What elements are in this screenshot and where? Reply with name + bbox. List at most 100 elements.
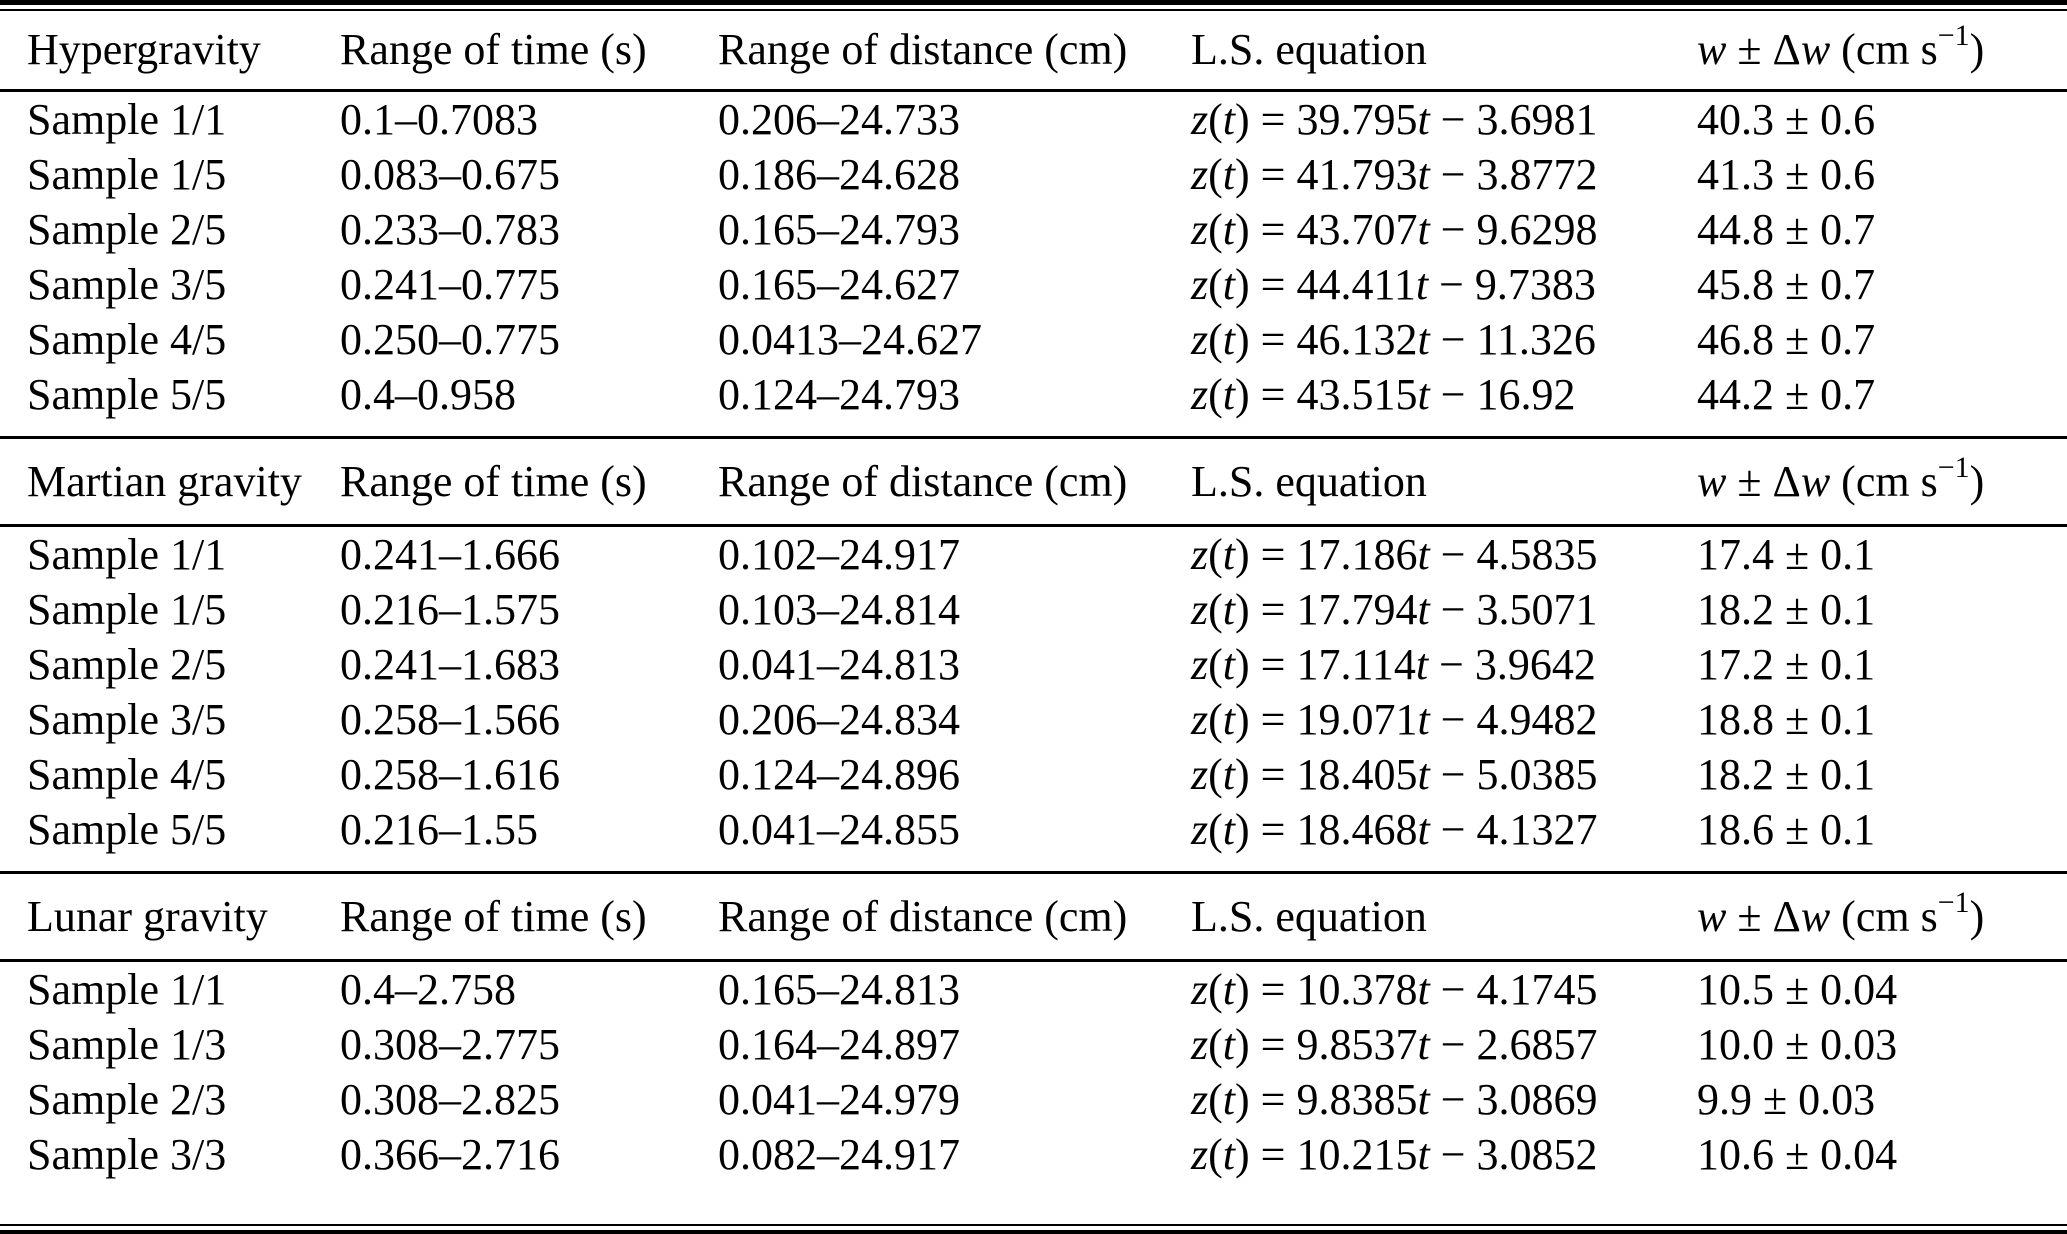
sample-cell: Sample 3/5 (27, 259, 227, 309)
sample-cell: Sample 1/3 (27, 1019, 227, 1069)
time-range-cell: 0.241–1.666 (340, 529, 560, 579)
distance-range-cell: 0.165–24.627 (718, 259, 960, 309)
section-title: Lunar gravity (0, 870, 340, 962)
sample-cell: Sample 1/5 (27, 149, 227, 199)
sample-cell: Sample 3/5 (27, 694, 227, 744)
bottom-rule (0, 1224, 2067, 1234)
equation-cell: z(t) = 9.8385t − 3.0869 (1191, 1074, 1598, 1124)
equation-cell: z(t) = 44.411t − 9.7383 (1191, 259, 1596, 309)
col-header-velocity: w ± Δw (cm s−1) (1697, 11, 2067, 92)
table-row: Sample 4/5 0.250–0.775 0.0413–24.627 z(t… (0, 312, 2067, 367)
velocity-cell: 18.2 ± 0.1 (1697, 749, 1876, 799)
distance-range-cell: 0.206–24.733 (718, 94, 960, 144)
table-row: Sample 1/3 0.308–2.775 0.164–24.897 z(t)… (0, 1017, 2067, 1072)
velocity-cell: 45.8 ± 0.7 (1697, 259, 1876, 309)
distance-range-cell: 0.041–24.813 (718, 639, 960, 689)
col-header-distance: Range of distance (cm) (718, 870, 1191, 962)
sample-cell: Sample 1/1 (27, 964, 227, 1014)
time-range-cell: 0.216–1.55 (340, 804, 538, 854)
table-row: Sample 3/5 0.241–0.775 0.165–24.627 z(t)… (0, 257, 2067, 312)
bottom-rule-inner (0, 1224, 2067, 1226)
velocity-cell: 9.9 ± 0.03 (1697, 1074, 1876, 1124)
sample-cell: Sample 3/3 (27, 1129, 227, 1179)
sample-cell: Sample 2/5 (27, 639, 227, 689)
table-row: Sample 3/3 0.366–2.716 0.082–24.917 z(t)… (0, 1127, 2067, 1187)
col-header-distance: Range of distance (cm) (718, 11, 1191, 92)
equation-cell: z(t) = 18.405t − 5.0385 (1191, 749, 1598, 799)
equation-cell: z(t) = 10.215t − 3.0852 (1191, 1129, 1598, 1179)
distance-range-cell: 0.206–24.834 (718, 694, 960, 744)
sample-cell: Sample 1/1 (27, 94, 227, 144)
distance-range-cell: 0.103–24.814 (718, 584, 960, 634)
time-range-cell: 0.308–2.825 (340, 1074, 560, 1124)
velocity-cell: 18.6 ± 0.1 (1697, 804, 1876, 854)
table-row: Sample 1/5 0.216–1.575 0.103–24.814 z(t)… (0, 582, 2067, 637)
section-header-row: Martian gravity Range of time (s) Range … (0, 435, 2067, 527)
equation-cell: z(t) = 19.071t − 4.9482 (1191, 694, 1598, 744)
distance-range-cell: 0.0413–24.627 (718, 314, 982, 364)
sample-cell: Sample 2/3 (27, 1074, 227, 1124)
velocity-cell: 44.2 ± 0.7 (1697, 369, 1876, 419)
sample-cell: Sample 1/5 (27, 584, 227, 634)
sample-cell: Sample 2/5 (27, 204, 227, 254)
col-header-time: Range of time (s) (340, 11, 718, 92)
time-range-cell: 0.241–0.775 (340, 259, 560, 309)
time-range-cell: 0.241–1.683 (340, 639, 560, 689)
equation-cell: z(t) = 46.132t − 11.326 (1191, 314, 1596, 364)
equation-cell: z(t) = 41.793t − 3.8772 (1191, 149, 1598, 199)
time-range-cell: 0.258–1.616 (340, 749, 560, 799)
velocity-cell: 10.6 ± 0.04 (1697, 1129, 1898, 1179)
top-rule-inner (0, 9, 2067, 11)
sample-cell: Sample 5/5 (27, 369, 227, 419)
velocity-cell: 10.0 ± 0.03 (1697, 1019, 1898, 1069)
velocity-cell: 10.5 ± 0.04 (1697, 964, 1898, 1014)
distance-range-cell: 0.041–24.979 (718, 1074, 960, 1124)
distance-range-cell: 0.186–24.628 (718, 149, 960, 199)
velocity-cell: 18.8 ± 0.1 (1697, 694, 1876, 744)
table-row: Sample 1/5 0.083–0.675 0.186–24.628 z(t)… (0, 147, 2067, 202)
section-title: Martian gravity (0, 435, 340, 527)
section-header-row: Hypergravity Range of time (s) Range of … (0, 11, 2067, 92)
col-header-time: Range of time (s) (340, 870, 718, 962)
equation-cell: z(t) = 9.8537t − 2.6857 (1191, 1019, 1598, 1069)
table-row: Sample 1/1 0.1–0.7083 0.206–24.733 z(t) … (0, 90, 2067, 147)
col-header-equation: L.S. equation (1191, 435, 1697, 527)
distance-range-cell: 0.124–24.793 (718, 369, 960, 419)
table-row: Sample 2/3 0.308–2.825 0.041–24.979 z(t)… (0, 1072, 2067, 1127)
time-range-cell: 0.1–0.7083 (340, 94, 538, 144)
top-rule-outer (0, 0, 2067, 5)
distance-range-cell: 0.102–24.917 (718, 529, 960, 579)
time-range-cell: 0.4–2.758 (340, 964, 516, 1014)
equation-cell: z(t) = 43.707t − 9.6298 (1191, 204, 1598, 254)
table-row: Sample 3/5 0.258–1.566 0.206–24.834 z(t)… (0, 692, 2067, 747)
col-header-velocity: w ± Δw (cm s−1) (1697, 435, 2067, 527)
section-martian-gravity: Martian gravity Range of time (s) Range … (0, 435, 2067, 872)
time-range-cell: 0.258–1.566 (340, 694, 560, 744)
time-range-cell: 0.366–2.716 (340, 1129, 560, 1179)
time-range-cell: 0.4–0.958 (340, 369, 516, 419)
section-hypergravity: Hypergravity Range of time (s) Range of … (0, 11, 2067, 437)
velocity-cell: 46.8 ± 0.7 (1697, 314, 1876, 364)
equation-cell: z(t) = 18.468t − 4.1327 (1191, 804, 1598, 854)
table-row: Sample 1/1 0.4–2.758 0.165–24.813 z(t) =… (0, 960, 2067, 1017)
time-range-cell: 0.308–2.775 (340, 1019, 560, 1069)
bottom-rule-outer (0, 1230, 2067, 1234)
distance-range-cell: 0.041–24.855 (718, 804, 960, 854)
table-row: Sample 2/5 0.233–0.783 0.165–24.793 z(t)… (0, 202, 2067, 257)
equation-cell: z(t) = 43.515t − 16.92 (1191, 369, 1576, 419)
bottom-rule-gap (0, 1226, 2067, 1230)
equation-cell: z(t) = 17.186t − 4.5835 (1191, 529, 1598, 579)
distance-range-cell: 0.165–24.793 (718, 204, 960, 254)
velocity-cell: 17.4 ± 0.1 (1697, 529, 1876, 579)
distance-range-cell: 0.165–24.813 (718, 964, 960, 1014)
velocity-cell: 18.2 ± 0.1 (1697, 584, 1876, 634)
equation-cell: z(t) = 10.378t − 4.1745 (1191, 964, 1598, 1014)
distance-range-cell: 0.124–24.896 (718, 749, 960, 799)
sample-cell: Sample 1/1 (27, 529, 227, 579)
equation-cell: z(t) = 17.114t − 3.9642 (1191, 639, 1596, 689)
equation-cell: z(t) = 17.794t − 3.5071 (1191, 584, 1598, 634)
time-range-cell: 0.216–1.575 (340, 584, 560, 634)
equation-cell: z(t) = 39.795t − 3.6981 (1191, 94, 1598, 144)
section-lunar-gravity: Lunar gravity Range of time (s) Range of… (0, 870, 2067, 1187)
sample-cell: Sample 5/5 (27, 804, 227, 854)
